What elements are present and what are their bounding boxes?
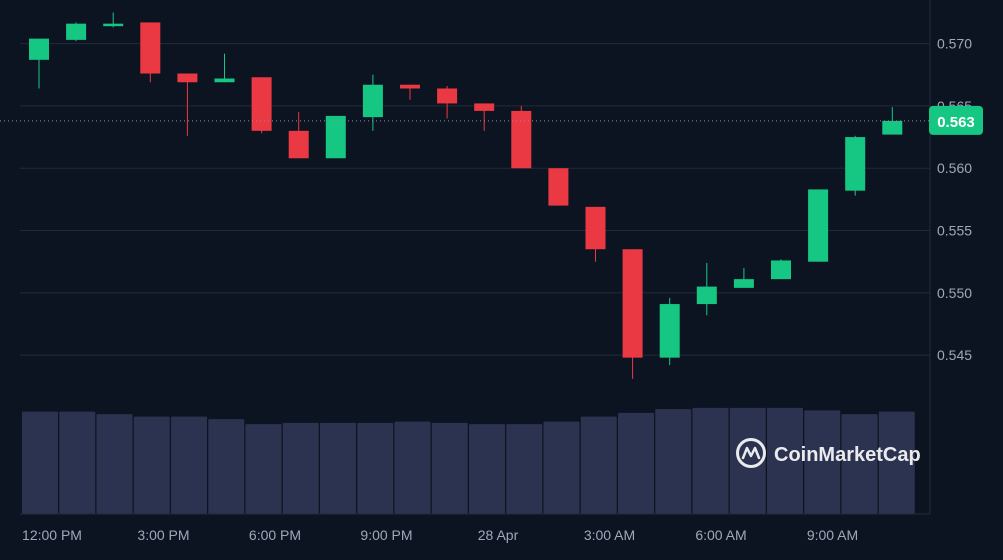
candle-body bbox=[251, 77, 272, 131]
candle-body bbox=[882, 120, 903, 135]
candle-body bbox=[474, 103, 495, 111]
volume-bar bbox=[22, 411, 58, 514]
candle[interactable] bbox=[659, 297, 680, 366]
volume-layer bbox=[22, 407, 915, 514]
candle-body bbox=[140, 22, 161, 74]
watermark-brand-text: CoinMarketCap bbox=[774, 444, 921, 466]
candle-body bbox=[696, 286, 717, 305]
volume-bar bbox=[245, 424, 282, 514]
volume-bar bbox=[841, 414, 878, 514]
y-tick-label: 0.555 bbox=[937, 223, 972, 239]
y-tick-label: 0.570 bbox=[937, 36, 972, 52]
candle-body bbox=[214, 78, 235, 83]
candle[interactable] bbox=[622, 249, 643, 379]
watermark: CoinMarketCap bbox=[736, 438, 921, 468]
candle[interactable] bbox=[845, 135, 866, 196]
volume-bar bbox=[431, 422, 468, 514]
candle-body bbox=[288, 130, 309, 159]
current-price-badge bbox=[929, 105, 983, 135]
x-tick-label: 9:00 AM bbox=[807, 527, 858, 543]
volume-bar bbox=[729, 407, 766, 514]
candle[interactable] bbox=[140, 22, 161, 83]
candle-body bbox=[325, 115, 346, 159]
candle[interactable] bbox=[214, 53, 235, 83]
candle[interactable] bbox=[251, 77, 272, 134]
volume-bar bbox=[282, 422, 319, 514]
candle[interactable] bbox=[733, 267, 754, 288]
candle-body bbox=[548, 168, 569, 206]
current-price-tag: 0.563 bbox=[0, 105, 983, 135]
candle[interactable] bbox=[177, 73, 198, 136]
candle[interactable] bbox=[474, 103, 495, 131]
candle-body bbox=[66, 23, 87, 40]
candle[interactable] bbox=[585, 206, 606, 262]
candle-body bbox=[400, 84, 420, 89]
y-tick-label: 0.560 bbox=[937, 160, 972, 176]
candle-body bbox=[362, 84, 383, 118]
volume-bar bbox=[208, 419, 245, 514]
candle[interactable] bbox=[548, 168, 569, 206]
x-tick-label: 6:00 AM bbox=[695, 527, 746, 543]
candle[interactable] bbox=[808, 189, 829, 262]
volume-bar bbox=[878, 411, 915, 514]
volume-bar bbox=[804, 410, 841, 514]
candle[interactable] bbox=[66, 22, 87, 42]
candle[interactable] bbox=[696, 262, 717, 316]
y-tick-label: 0.550 bbox=[937, 285, 972, 301]
x-tick-label: 12:00 PM bbox=[22, 527, 82, 543]
candle[interactable] bbox=[437, 85, 458, 119]
candle-body bbox=[177, 73, 198, 83]
candle[interactable] bbox=[362, 74, 383, 131]
x-tick-label: 6:00 PM bbox=[249, 527, 301, 543]
volume-bar bbox=[357, 422, 394, 514]
candle-body bbox=[808, 189, 829, 262]
candle[interactable] bbox=[511, 105, 532, 169]
coinmarketcap-logo-icon bbox=[736, 438, 766, 468]
candle[interactable] bbox=[103, 12, 124, 28]
volume-bar bbox=[320, 422, 356, 514]
volume-bar bbox=[655, 409, 692, 514]
candle[interactable] bbox=[400, 84, 420, 100]
candle[interactable] bbox=[288, 112, 309, 159]
candle-body bbox=[771, 260, 791, 280]
y-tick-label: 0.545 bbox=[937, 347, 972, 363]
volume-bar bbox=[692, 407, 729, 514]
volume-bar bbox=[618, 412, 654, 514]
volume-bar bbox=[394, 421, 431, 514]
candle-body bbox=[29, 38, 49, 60]
volume-bar bbox=[580, 416, 617, 514]
volume-bar bbox=[506, 424, 543, 514]
volume-bar bbox=[543, 421, 580, 514]
volume-bar bbox=[171, 416, 207, 514]
x-tick-label: 28 Apr bbox=[478, 527, 519, 543]
volume-bar bbox=[469, 424, 505, 514]
candle-body bbox=[659, 304, 680, 358]
volume-bar bbox=[133, 416, 170, 514]
candle-body bbox=[845, 137, 866, 191]
grid-layer bbox=[20, 43, 930, 356]
candle[interactable] bbox=[325, 115, 346, 159]
volume-bar bbox=[96, 414, 133, 514]
x-tick-label: 3:00 AM bbox=[584, 527, 635, 543]
volume-bar bbox=[59, 411, 96, 514]
x-tick-label: 9:00 PM bbox=[360, 527, 412, 543]
candle-body bbox=[511, 110, 532, 169]
candle-body bbox=[622, 249, 643, 358]
candle-body bbox=[733, 279, 754, 288]
candle-body bbox=[585, 206, 606, 250]
x-tick-label: 3:00 PM bbox=[137, 527, 189, 543]
current-price-label: 0.563 bbox=[937, 114, 975, 131]
candle[interactable] bbox=[771, 259, 791, 280]
candle-layer[interactable] bbox=[29, 12, 903, 379]
candle-body bbox=[103, 23, 124, 27]
candle[interactable] bbox=[29, 38, 49, 89]
candle-body bbox=[437, 88, 458, 104]
volume-bar bbox=[767, 407, 803, 514]
